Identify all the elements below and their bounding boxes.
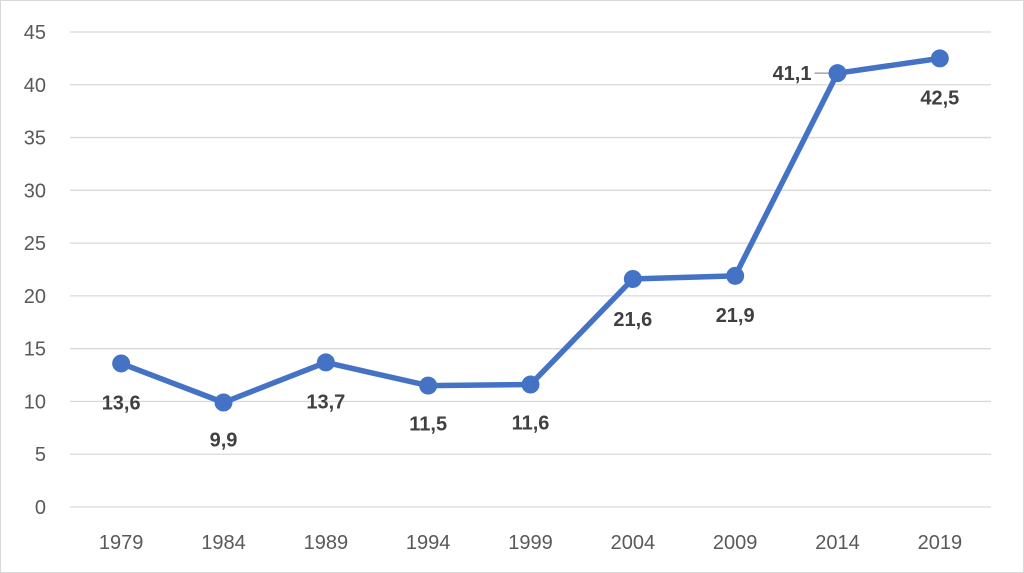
data-label: 42,5 <box>920 87 959 109</box>
data-label: 41,1 <box>773 63 812 85</box>
y-tick-label: 35 <box>24 128 46 150</box>
x-tick-label: 1979 <box>99 532 144 554</box>
y-tick-label: 10 <box>24 391 46 413</box>
y-tick-label: 15 <box>24 339 46 361</box>
data-label: 11,5 <box>409 414 447 436</box>
data-points <box>112 49 949 412</box>
gridlines <box>70 31 991 508</box>
axes: 0 5 10 15 20 25 30 35 40 45 1979 1984 1989 1994 1999 20… <box>24 22 962 554</box>
y-tick-label: 45 <box>24 22 46 44</box>
x-tick-label: 1984 <box>201 532 246 554</box>
y-tick-label: 30 <box>24 180 46 202</box>
data-point <box>112 354 131 373</box>
y-tick-label: 25 <box>24 233 46 255</box>
data-label: 9,9 <box>210 430 238 452</box>
x-tick-label: 2009 <box>713 532 758 554</box>
data-point <box>623 270 642 288</box>
x-tick-label: 1989 <box>304 532 349 554</box>
data-point <box>419 376 438 395</box>
data-point <box>726 266 745 285</box>
data-point <box>828 64 847 83</box>
y-tick-label: 5 <box>35 444 46 466</box>
data-point <box>930 49 949 68</box>
data-point <box>316 353 335 372</box>
data-point <box>214 393 233 412</box>
data-point <box>521 375 540 394</box>
x-tick-label: 2014 <box>815 532 860 554</box>
data-label: 13,6 <box>102 392 141 414</box>
y-tick-label: 0 <box>35 497 46 519</box>
x-tick-label: 2004 <box>611 532 656 554</box>
data-label: 11,6 <box>512 413 550 435</box>
y-tick-label: 40 <box>24 75 46 97</box>
x-tick-label: 1994 <box>406 532 451 554</box>
data-label: 13,7 <box>306 391 345 413</box>
data-label: 21,9 <box>716 305 755 327</box>
x-tick-label: 2019 <box>918 532 963 554</box>
y-tick-label: 20 <box>24 286 46 308</box>
series-line <box>118 55 943 406</box>
data-label: 21,6 <box>613 309 652 331</box>
data-labels: 13,6 9,9 13,7 11,5 11,6 21,6 21,9 41,1 42,5 <box>102 63 960 451</box>
series-line-layer <box>118 55 943 406</box>
x-tick-label: 1999 <box>508 532 553 554</box>
